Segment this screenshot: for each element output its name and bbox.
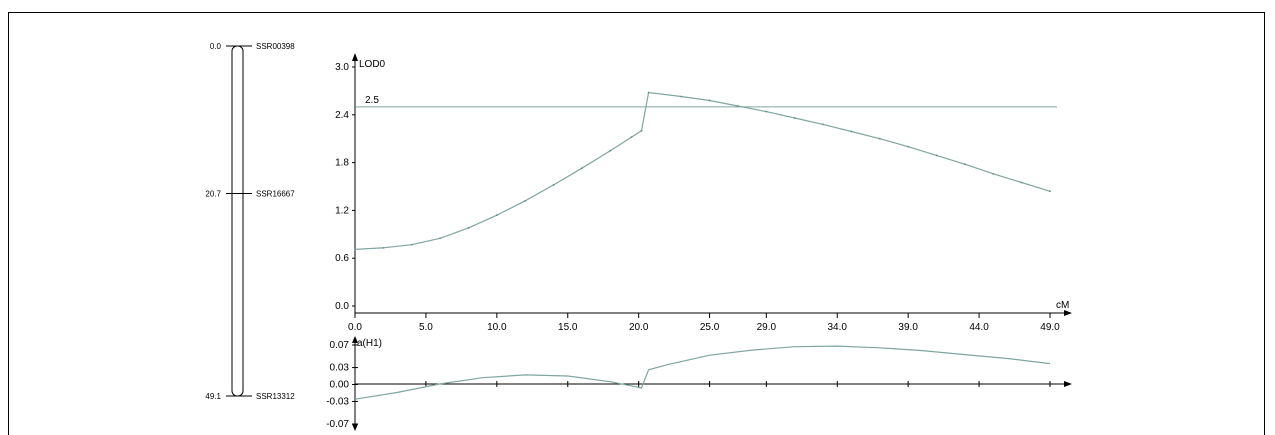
lod-y-tick-label: 0.6 [335,253,349,264]
lod-point [581,167,583,170]
lod-point [354,248,356,251]
effect-y-tick-label: 0.07 [330,340,350,351]
lod-point [963,163,966,166]
marker-position: 20.7 [205,190,221,199]
effect-y-tick-label: -0.03 [326,396,349,407]
lod-y-tick-label: 2.4 [335,110,349,121]
lod-y-axis-arrow [352,53,358,61]
lod-y-tick-label: 1.2 [335,205,349,216]
lod-x-tick-label: 29.0 [757,322,777,333]
lod-point [737,105,739,107]
lod-point [935,154,938,157]
lod-point [647,91,650,94]
marker-name: SSR13312 [256,392,295,401]
lod-x-tick-label: 0.0 [348,322,362,333]
lod-point [907,145,910,148]
lod-x-tick-label: 10.0 [487,322,507,333]
lod-x-axis-arrow [1064,310,1072,316]
marker-name: SSR16667 [256,190,295,199]
figure-frame [8,12,1265,435]
lod-point [765,110,768,113]
effect-y-axis-arrow [352,336,358,343]
lod-point [495,214,498,217]
linkage-map: 0.0 SSR00398 20.7 SSR16667 49.1 SSR13312 [205,42,295,401]
lod-point [467,227,470,229]
lod-x-tick-label: 5.0 [419,322,433,333]
lod-point [878,137,881,140]
lod-point [822,123,824,126]
lod-point [439,237,442,240]
lod-y-tick-label: 3.0 [335,62,349,73]
lod-point [992,172,995,175]
effect-x-axis-arrow [1064,381,1072,387]
lod-point [552,184,555,186]
effect-y-label: a(H1) [357,338,382,349]
lod-point [850,130,853,133]
effect-y-tick-label: -0.07 [326,419,349,430]
lod-point [609,149,612,152]
threshold-label: 2.5 [365,95,379,106]
marker-name: SSR00398 [256,42,295,51]
effect-y-tick-label: 0.00 [330,380,350,391]
lod-point [382,246,385,249]
additive-effect-chart: a(H1) 0.07 0.03 0.00 -0.03 -0.07 [326,336,1072,431]
lod-point [680,95,683,98]
lod-point [410,243,413,246]
lod-y-tick-label: 0.0 [335,301,349,312]
lod-x-tick-label: 20.0 [629,322,649,333]
marker-position: 0.0 [210,42,222,51]
lod-x-tick-label: 44.0 [969,322,989,333]
lod-x-tick-label: 39.0 [898,322,918,333]
lod-point [793,117,796,119]
lod-x-tick-label: 25.0 [700,322,720,333]
lod-point [630,136,633,139]
lod-point [1020,181,1023,184]
lod-y-tick-label: 1.8 [335,158,349,169]
lod-curve [354,91,1051,250]
effect-y-tick-label: 0.03 [330,363,350,374]
lod-chart: LOD0 cM 0.0 0.6 1.2 1.8 2.4 3.0 0.0 5.0 10.0 15.… [335,53,1072,333]
lod-x-tick-label: 34.0 [828,322,848,333]
effect-y-axis-arrow-down [352,424,358,431]
lod-x-label: cM [1056,300,1069,311]
lod-y-label: LOD0 [359,59,386,70]
chromosome-bar [231,45,244,397]
lod-point [524,199,527,202]
marker-position: 49.1 [205,392,221,401]
lod-point [640,129,643,132]
lod-x-tick-label: 49.0 [1040,322,1060,333]
effect-curve [354,345,1051,400]
lod-x-tick-label: 15.0 [558,322,578,333]
lod-point [708,99,711,102]
lod-point [1049,190,1051,193]
